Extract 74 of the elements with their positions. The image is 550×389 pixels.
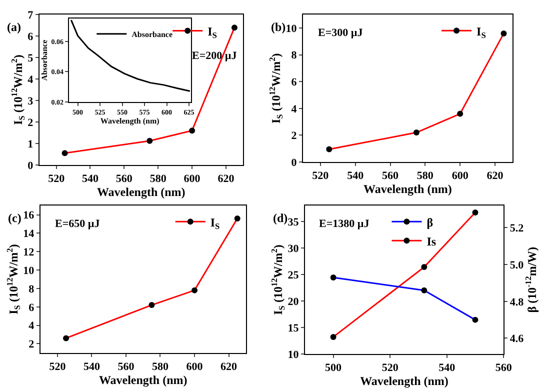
y-tick-label: 4 xyxy=(28,320,35,332)
y-tick-label: 3 xyxy=(28,95,34,108)
x-axis-title: Wavelength (nm) xyxy=(364,182,452,196)
annotation: E=1380 µJ xyxy=(319,218,370,230)
x-tick-label: 600 xyxy=(452,170,469,182)
text: (c) xyxy=(8,211,22,225)
y-tick-label: 14 xyxy=(23,228,35,240)
y-tick-label: 0 xyxy=(28,160,34,172)
y-tick-label: 4 xyxy=(291,103,298,116)
y-tick-label: 10 xyxy=(23,264,35,277)
y-tick-label: 5 xyxy=(28,52,34,64)
x-axis-title: Wavelength (nm) xyxy=(96,185,186,200)
x-tick-label: 560 xyxy=(495,362,512,374)
y-tick-label: 8 xyxy=(291,50,298,62)
annotation: E=650 µJ xyxy=(55,218,100,230)
legend-label: Is xyxy=(426,234,436,248)
x-tick-label: 560 xyxy=(118,361,135,374)
y-tick-label: 20 xyxy=(288,296,300,308)
x-tick-label: 540 xyxy=(82,173,99,186)
text: (d) xyxy=(273,211,288,225)
x-tick-label: 580 xyxy=(152,361,169,374)
x-tick-label: 580 xyxy=(150,173,167,186)
x-axis-title: Wavelength (nm) xyxy=(100,116,160,126)
x-tick-label: 620 xyxy=(220,361,238,374)
x-tick-label: 520 xyxy=(312,170,330,182)
legend-label: I$_{S}$ xyxy=(210,215,220,231)
text: (b) xyxy=(271,20,286,34)
x-tick-label: 600 xyxy=(186,361,204,374)
x-tick-label: 540 xyxy=(438,362,456,374)
x-tick-label: 520 xyxy=(382,362,399,374)
x-tick-label: 620 xyxy=(218,173,235,186)
y-tick-label: 2 xyxy=(291,130,298,142)
y-tick-label: 7 xyxy=(28,10,34,22)
y-tick-label: 4 xyxy=(28,74,34,86)
annotation: E=200 µJ xyxy=(192,50,238,62)
y-tick-label: 35 xyxy=(288,216,300,228)
y2-tick-label: 4.8 xyxy=(510,296,524,308)
y2-tick-label: 4.6 xyxy=(510,333,524,346)
x-tick-label: 600 xyxy=(184,173,201,186)
y-tick-label: 0 xyxy=(291,156,298,169)
legend-label: I$_{S}$ xyxy=(476,24,486,40)
y-tick-label: 15 xyxy=(288,322,300,334)
y-tick-label: 1 xyxy=(28,138,34,150)
annotation: E=300 µJ xyxy=(318,27,364,39)
y-tick-label: 6 xyxy=(291,76,298,88)
y-tick-label: 8 xyxy=(28,283,35,296)
y-tick-label: 25 xyxy=(288,269,300,282)
x-tick-label: 560 xyxy=(382,170,400,182)
y-tick-label: 2 xyxy=(28,338,35,351)
x-tick-label: 540 xyxy=(83,361,100,374)
x-tick-label: 580 xyxy=(416,170,434,182)
x-tick-label: 520 xyxy=(49,361,66,374)
y-tick-label: 6 xyxy=(28,302,35,314)
y-tick-label: 2 xyxy=(28,116,34,129)
legend-label: β xyxy=(426,215,434,230)
y-tick-label: 6 xyxy=(28,31,34,43)
y2-tick-label: 5.0 xyxy=(510,259,524,272)
y-tick-label: 30 xyxy=(288,242,300,255)
y-axis-title: Absorbance xyxy=(40,39,49,81)
x-tick-label: 500 xyxy=(325,362,342,374)
text: (a) xyxy=(7,20,21,34)
y-tick-label: 12 xyxy=(23,246,35,258)
x-tick-label: 520 xyxy=(48,173,66,186)
x-axis-title: Wavelength (nm) xyxy=(360,374,448,388)
legend-label: Absorbance xyxy=(132,30,173,40)
legend-label: I$_{S}$ xyxy=(208,24,218,40)
x-axis-title: Wavelength (nm) xyxy=(98,373,188,388)
y-tick-label: 10 xyxy=(288,348,300,361)
y-tick-label: 16 xyxy=(23,210,35,222)
x-tick-label: 560 xyxy=(116,173,133,186)
y2-tick-label: 5.2 xyxy=(510,222,524,235)
x-tick-label: 620 xyxy=(486,170,504,182)
x-tick-label: 540 xyxy=(347,170,364,182)
y-tick-label: 10 xyxy=(286,22,298,35)
